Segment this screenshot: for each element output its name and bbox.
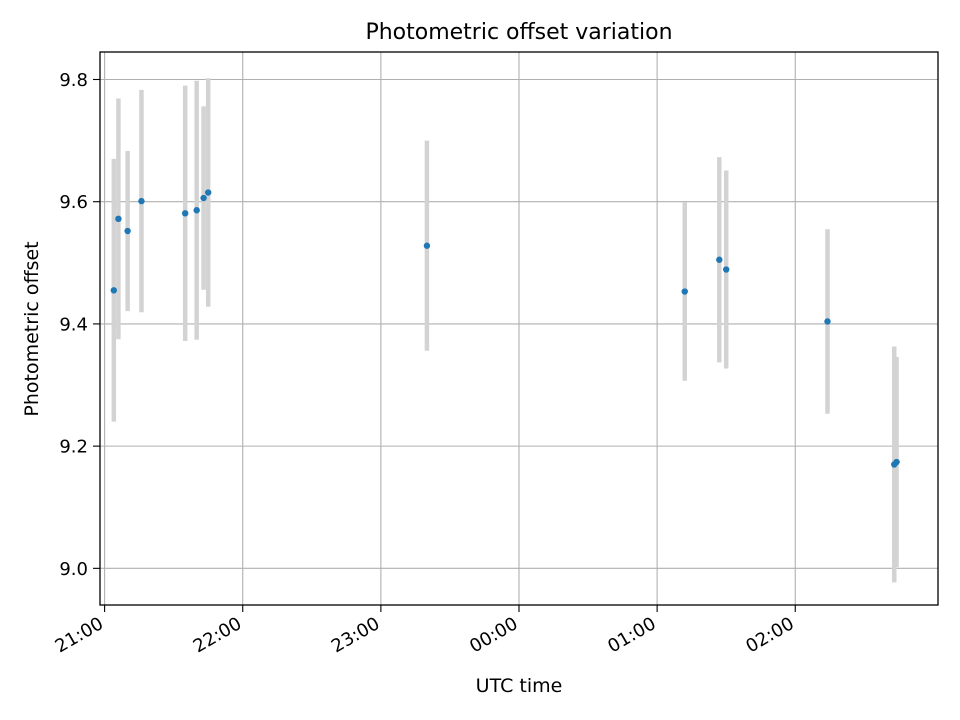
data-point [124, 227, 131, 235]
data-point [115, 215, 122, 223]
x-axis-ticks: 21:00 22:00 23:00 00:00 01:00 02:00 [52, 605, 798, 657]
data-point [193, 207, 200, 214]
x-tick-label: 23:00 [328, 613, 383, 657]
data-point [110, 287, 118, 294]
y-tick-label: 9.2 [59, 437, 88, 458]
y-tick-label: 9.0 [59, 559, 88, 580]
data-point [716, 256, 723, 263]
grid [100, 52, 938, 605]
y-axis-ticks: 9.0 9.2 9.4 9.6 9.8 [59, 70, 100, 580]
y-tick-label: 9.4 [59, 314, 88, 335]
data-point [681, 288, 688, 295]
data-point [205, 189, 212, 196]
x-tick-label: 01:00 [604, 613, 659, 657]
data-points [110, 189, 900, 468]
data-point [423, 242, 431, 249]
data-point [893, 458, 900, 466]
data-point [200, 194, 207, 202]
chart-title: Photometric offset variation [365, 20, 672, 45]
y-tick-label: 9.6 [59, 192, 88, 213]
data-point [824, 318, 831, 325]
x-tick-label: 21:00 [52, 613, 107, 657]
y-axis-label: Photometric offset [21, 241, 43, 416]
x-axis-label: UTC time [476, 675, 563, 697]
y-tick-label: 9.8 [59, 70, 88, 91]
data-point [138, 197, 145, 205]
data-point [181, 210, 189, 217]
data-point [722, 266, 730, 273]
x-tick-label: 22:00 [190, 613, 245, 657]
error-bars [111, 78, 899, 583]
x-tick-label: 02:00 [742, 613, 797, 657]
x-tick-label: 00:00 [466, 613, 521, 657]
